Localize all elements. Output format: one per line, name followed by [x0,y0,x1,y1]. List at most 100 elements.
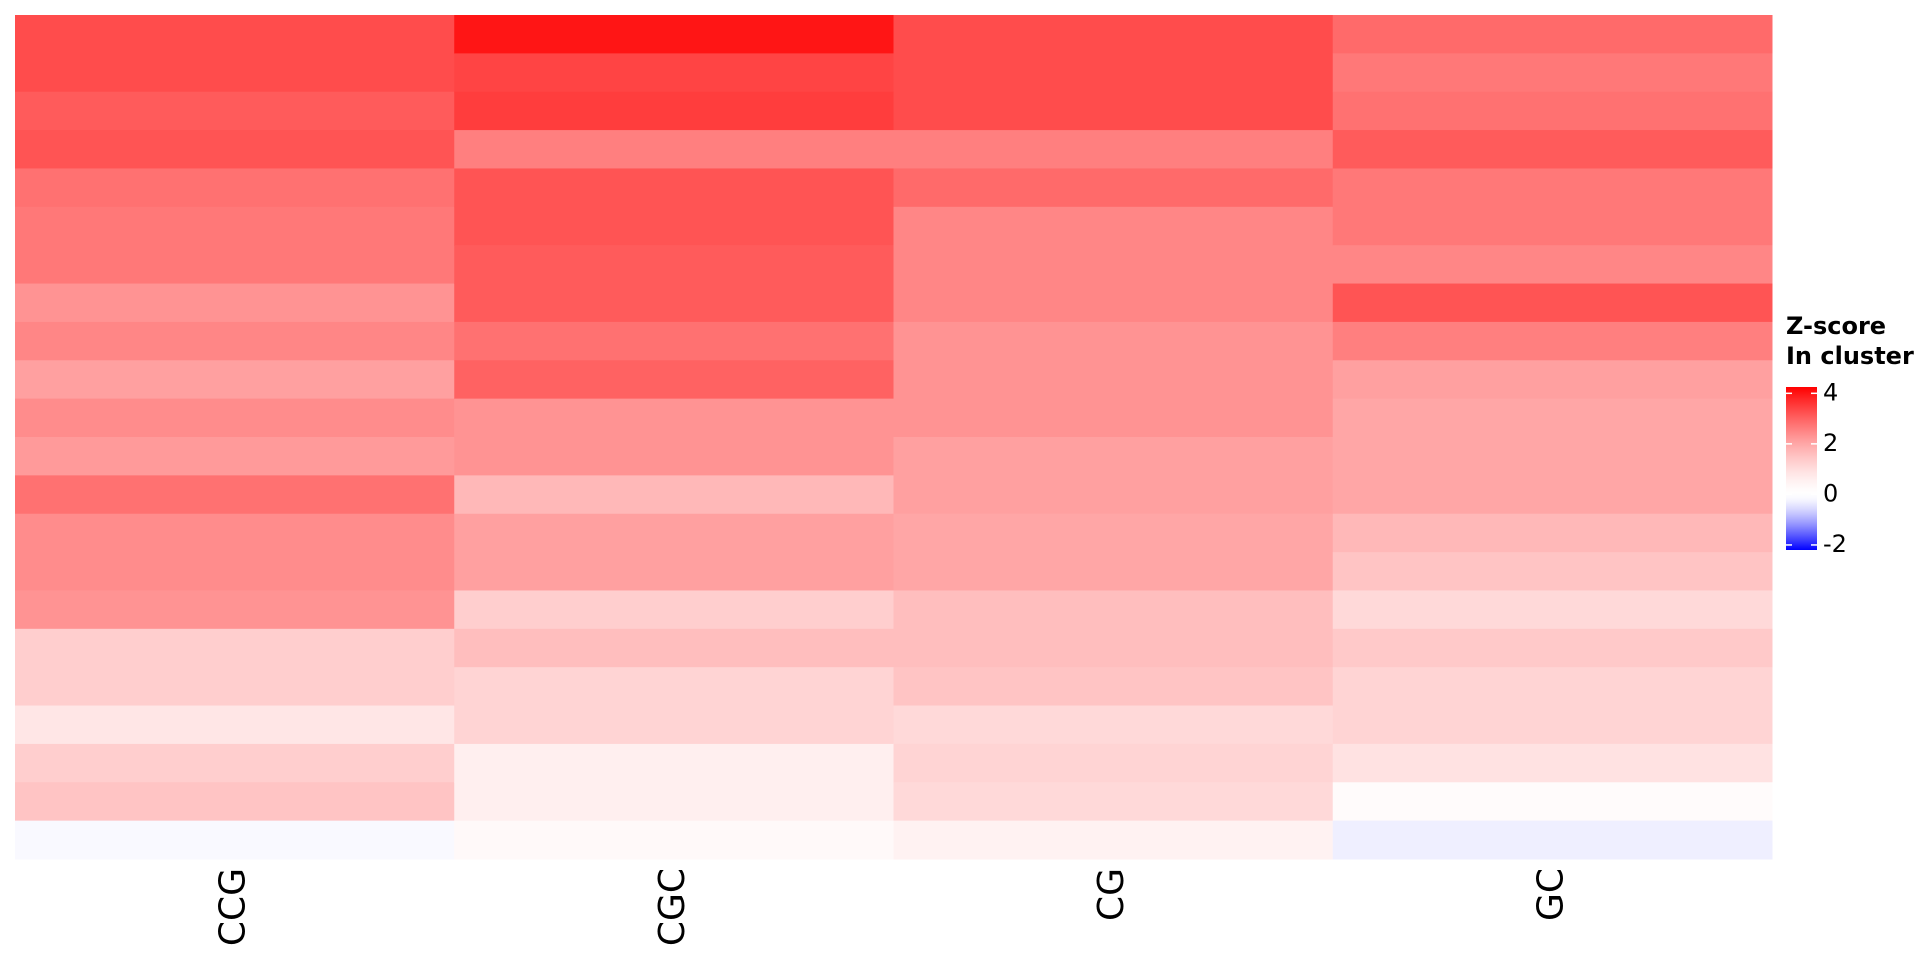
heatmap-cell [893,705,1334,745]
heatmap-cell [15,53,455,93]
heatmap-cell [1332,705,1773,745]
heatmap-cell [454,628,894,668]
heatmap-cell [1332,245,1773,285]
heatmap-cell [1332,782,1773,822]
heatmap-cell [454,667,894,707]
heatmap-cell [893,437,1334,476]
colorbar-tick-label: 4 [1823,378,1838,406]
heatmap-cell [1332,475,1773,515]
heatmap-cell [15,130,455,169]
heatmap-cell [1332,437,1773,476]
heatmap-cell [1332,590,1773,630]
heatmap-cell [893,628,1334,668]
heatmap-cell [1332,398,1773,438]
x-tick-label: CCG [213,868,254,946]
x-tick-label: CG [1091,868,1132,921]
x-tick-label: GC [1530,868,1571,921]
heatmap-cell [454,475,894,515]
colorbar [1786,387,1817,550]
heatmap-cell [15,513,455,553]
heatmap-cell [454,91,894,131]
heatmap-cell [893,552,1334,591]
heatmap-cell [454,513,894,553]
heatmap-cell [893,782,1334,822]
heatmap-cell [893,130,1334,169]
heatmap-cell [893,53,1334,93]
x-tick-label: CGC [652,868,693,946]
legend-title: Z-score [1786,312,1886,340]
heatmap-cell [1332,552,1773,591]
heatmap-cell [454,360,894,400]
heatmap-cell [893,168,1334,208]
heatmap-cell [454,820,894,860]
heatmap-cell [15,475,455,515]
heatmap-cell [15,667,455,707]
heatmap-cell [893,206,1334,246]
heatmap-cell [893,475,1334,515]
heatmap-cell [893,15,1334,54]
heatmap-cell [15,820,455,860]
heatmap-cell [454,206,894,246]
heatmap-cell [1332,15,1773,54]
heatmap-cell [15,245,455,285]
heatmap-cell [454,782,894,822]
heatmap-cell [454,168,894,208]
heatmap-cell [15,437,455,476]
heatmap-cell [1332,130,1773,169]
heatmap-cell [454,15,894,54]
heatmap-cell [893,283,1334,323]
heatmap-cell [15,552,455,591]
heatmap-cell [893,590,1334,630]
heatmap-cell [15,321,455,361]
heatmap-cell [1332,360,1773,400]
heatmap-cell [15,782,455,822]
heatmap-cell [1332,667,1773,707]
heatmap-cell [1332,743,1773,783]
heatmap-cell [15,283,455,323]
heatmap-cell [893,743,1334,783]
heatmap-cell [893,91,1334,131]
heatmap-cell [15,628,455,668]
heatmap-cell [893,820,1334,860]
colorbar-tick-label: 0 [1823,479,1838,507]
heatmap-cell [1332,820,1773,860]
heatmap-cell [454,743,894,783]
heatmap-cell [454,437,894,476]
heatmap-cell [454,590,894,630]
heatmap-cell [15,743,455,783]
heatmap-cell [15,168,455,208]
heatmap-cell [1332,206,1773,246]
heatmap-cell [454,705,894,745]
heatmap-cell [893,398,1334,438]
heatmap-cell [15,398,455,438]
heatmap-cell [893,321,1334,361]
heatmap-cell [1332,91,1773,131]
heatmap-cell [1332,53,1773,93]
heatmap-cell [454,321,894,361]
colorbar-tick-label: -2 [1823,530,1847,558]
heatmap-cell [15,91,455,131]
heatmap-cell [893,513,1334,553]
heatmap-cell [454,53,894,93]
heatmap-cell [1332,321,1773,361]
heatmap-cell [15,206,455,246]
heatmap-cell [1332,168,1773,208]
heatmap-cell [1332,283,1773,323]
heatmap-cell [893,667,1334,707]
heatmap-cell [1332,513,1773,553]
heatmap-cell [454,130,894,169]
heatmap-cell [893,360,1334,400]
heatmap-cell [1332,628,1773,668]
heatmap-cell [15,590,455,630]
heatmap-cell [15,705,455,745]
heatmap-cell [454,552,894,591]
heatmap-cell [893,245,1334,285]
heatmap-cell [15,360,455,400]
heatmap-cell [454,283,894,323]
heatmap-cell [454,398,894,438]
heatmap-cell [454,245,894,285]
legend-title: In cluster [1786,342,1914,370]
heatmap-cell [15,15,455,54]
colorbar-tick-label: 2 [1823,429,1838,457]
